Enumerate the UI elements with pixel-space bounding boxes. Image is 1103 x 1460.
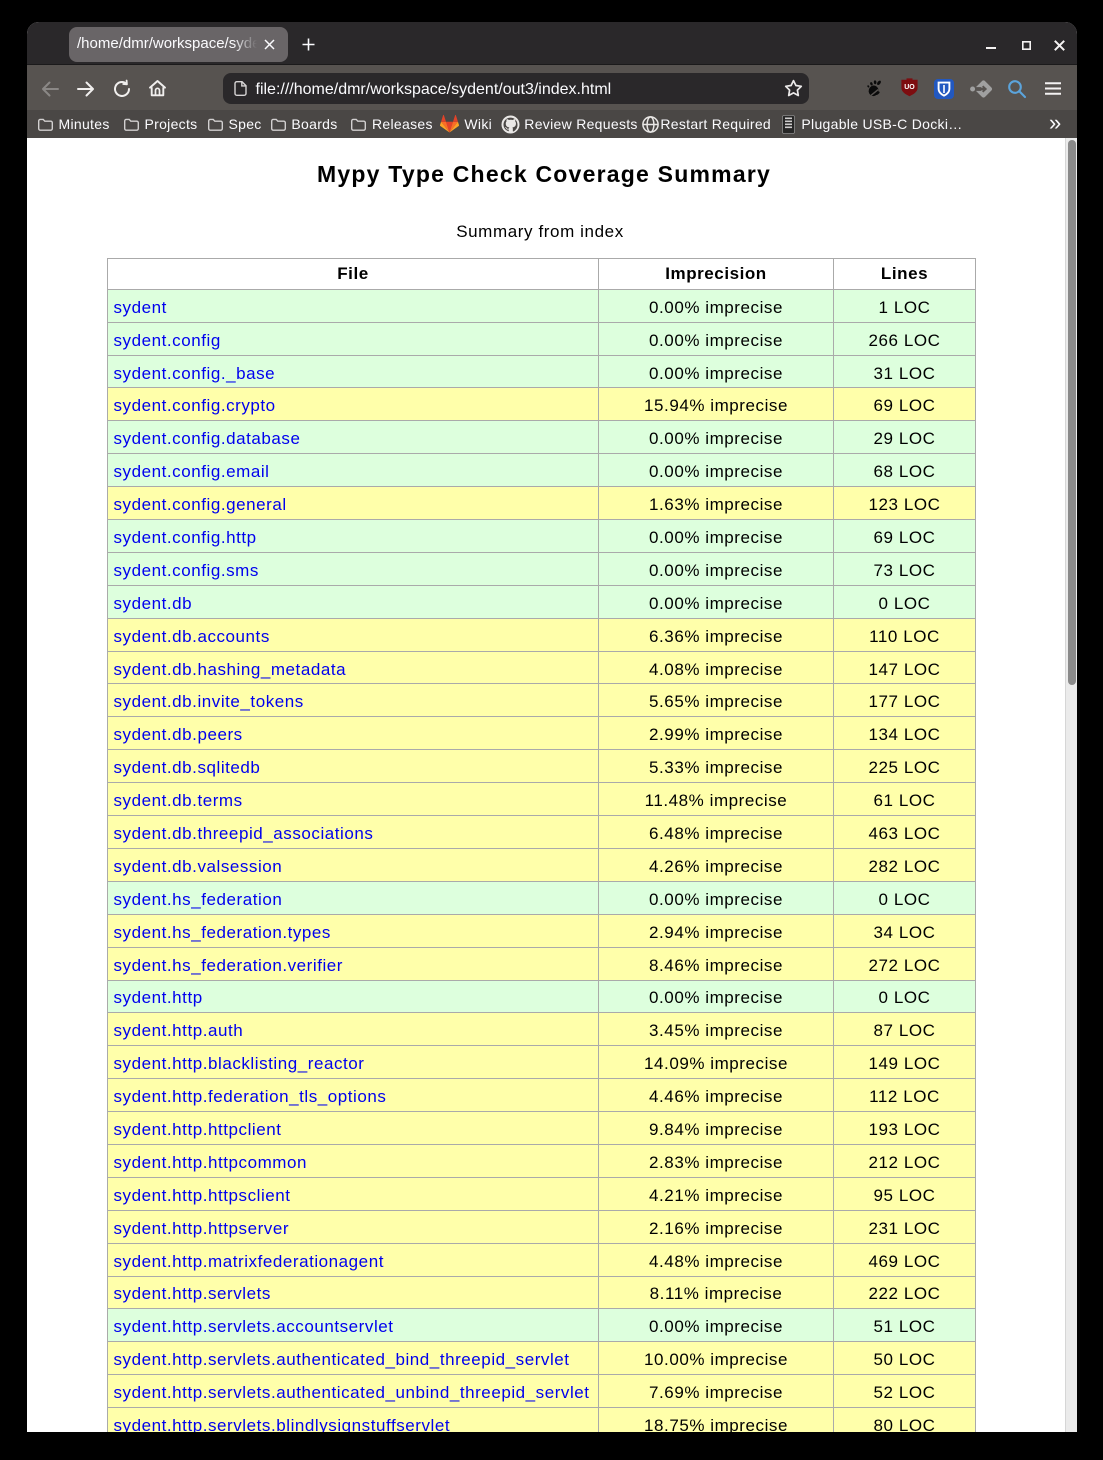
svg-text:UO: UO bbox=[904, 84, 915, 91]
